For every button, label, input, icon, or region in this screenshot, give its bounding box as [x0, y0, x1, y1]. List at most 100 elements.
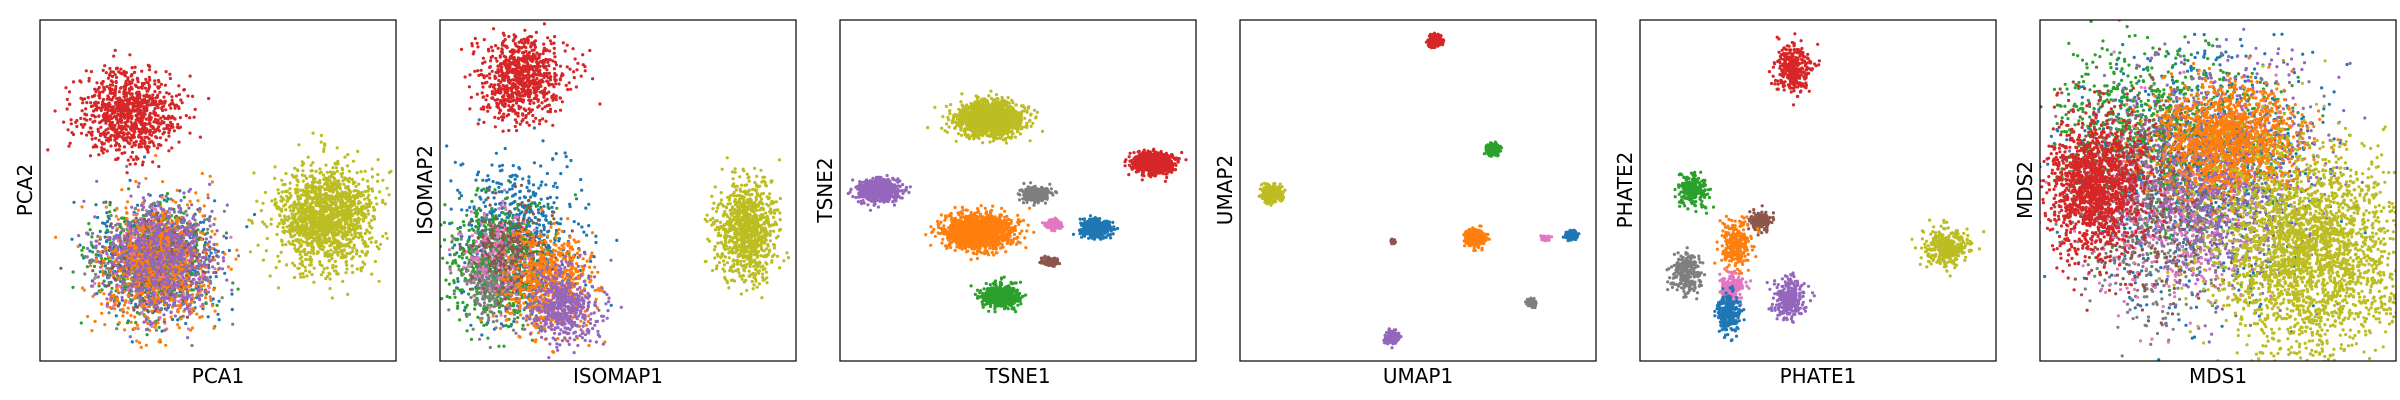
data-point: [94, 272, 98, 276]
data-point: [74, 120, 78, 124]
data-point: [342, 182, 346, 186]
data-point: [177, 243, 181, 247]
data-point: [104, 105, 108, 109]
data-point: [148, 128, 152, 132]
data-point: [152, 225, 156, 229]
data-point: [151, 219, 156, 223]
data-point: [187, 274, 192, 278]
data-point: [90, 243, 94, 247]
data-point: [162, 246, 166, 250]
data-point: [200, 287, 204, 292]
data-point: [177, 299, 181, 303]
data-point: [176, 238, 180, 242]
data-point: [188, 259, 192, 263]
data-point: [130, 205, 134, 209]
data-point: [125, 260, 129, 264]
data-point: [293, 166, 297, 170]
data-point: [343, 155, 347, 159]
data-point: [134, 140, 138, 144]
data-point: [319, 133, 323, 138]
data-point: [357, 182, 361, 186]
data-point: [328, 286, 332, 291]
data-point: [122, 256, 126, 260]
data-point: [151, 221, 155, 226]
data-point: [110, 286, 114, 290]
data-point: [155, 136, 159, 140]
data-point: [318, 167, 322, 171]
data-point: [197, 277, 202, 281]
data-point: [144, 117, 148, 121]
data-point: [92, 264, 97, 268]
data-point: [194, 280, 198, 284]
data-point: [203, 218, 207, 222]
data-point: [174, 200, 178, 204]
data-point: [116, 222, 120, 226]
data-point: [201, 302, 205, 306]
data-point: [125, 102, 129, 106]
data-point: [201, 269, 205, 274]
data-point: [222, 234, 226, 238]
data-point: [366, 196, 370, 200]
data-point: [148, 320, 152, 324]
data-point: [321, 248, 325, 252]
data-point: [87, 222, 91, 226]
data-point: [177, 262, 181, 266]
data-point: [92, 109, 96, 113]
data-point: [84, 69, 88, 73]
data-point: [136, 157, 140, 161]
data-point: [130, 340, 134, 344]
data-point: [172, 274, 177, 278]
data-point: [87, 79, 91, 83]
data-point: [166, 362, 169, 365]
data-point: [64, 86, 68, 90]
data-point: [148, 266, 153, 271]
data-point: [129, 320, 133, 324]
data-point: [177, 204, 181, 208]
data-point: [125, 216, 129, 221]
data-point: [174, 260, 178, 264]
data-point: [130, 150, 135, 154]
data-point: [135, 76, 139, 80]
data-point: [132, 141, 136, 145]
data-point: [176, 318, 180, 322]
data-point: [148, 103, 152, 107]
data-point: [90, 95, 94, 99]
data-point: [133, 236, 137, 240]
data-point: [277, 191, 281, 195]
data-point: [144, 318, 148, 322]
data-point: [120, 151, 124, 155]
data-point: [125, 211, 129, 215]
data-point: [148, 302, 152, 306]
data-point: [288, 187, 292, 191]
data-point: [181, 216, 185, 220]
data-point: [194, 239, 198, 243]
data-point: [122, 216, 126, 220]
data-point: [85, 246, 90, 251]
data-point: [191, 252, 195, 256]
data-point: [139, 135, 143, 140]
data-point: [136, 258, 140, 263]
data-point: [145, 253, 149, 257]
data-point: [103, 108, 107, 112]
data-point: [165, 126, 169, 130]
data-point: [302, 275, 306, 279]
data-point: [94, 244, 98, 248]
data-point: [211, 304, 215, 308]
data-point: [200, 264, 204, 268]
data-point: [176, 323, 180, 327]
data-point: [364, 202, 368, 206]
data-point: [167, 131, 171, 135]
data-point: [304, 269, 308, 273]
data-point: [81, 97, 85, 102]
data-point: [350, 177, 354, 182]
data-point: [142, 97, 146, 101]
data-point: [115, 251, 119, 255]
data-point: [113, 123, 117, 127]
data-point: [187, 243, 191, 247]
data-point: [165, 249, 169, 253]
data-point: [168, 222, 172, 226]
data-point: [170, 122, 174, 127]
data-point: [118, 109, 122, 113]
data-point: [96, 215, 100, 220]
data-point: [220, 296, 224, 300]
